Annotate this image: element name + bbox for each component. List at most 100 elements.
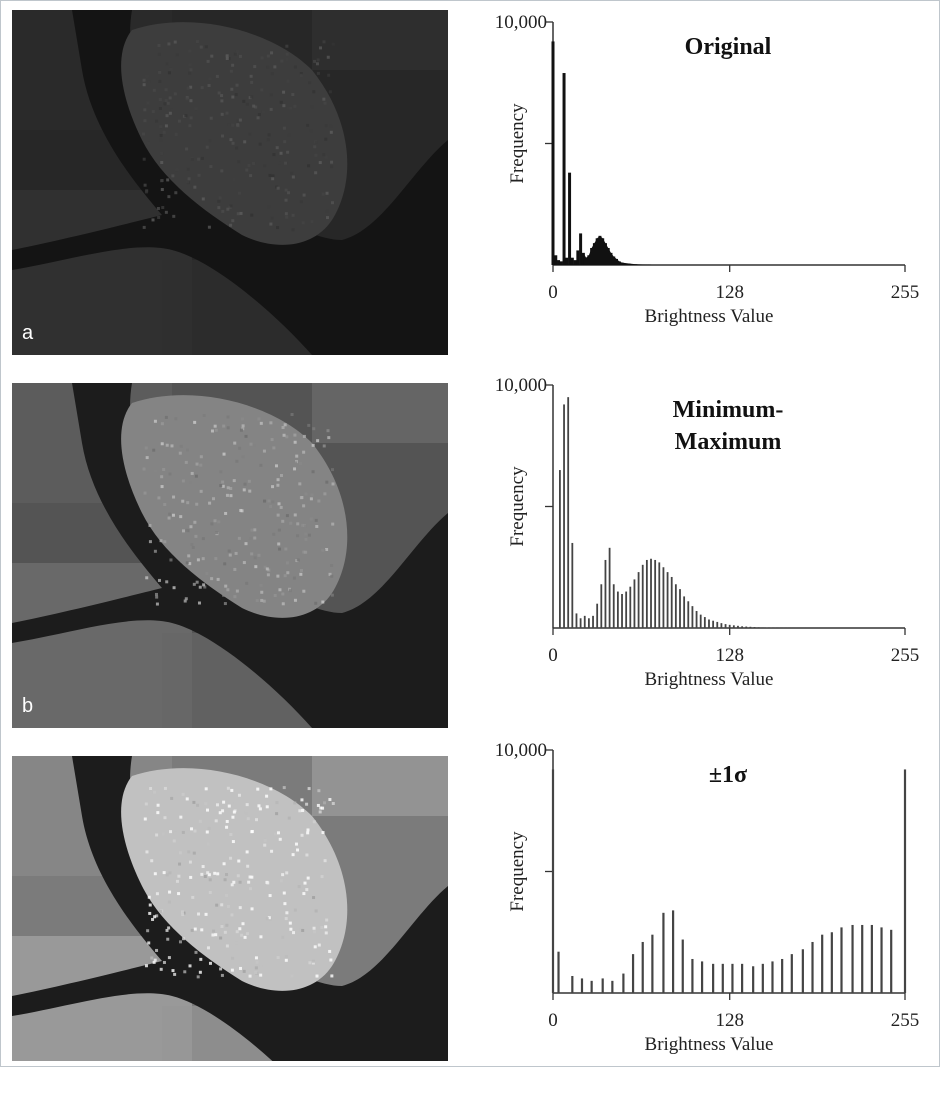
city-block: [191, 472, 194, 475]
city-block: [184, 600, 187, 603]
city-block: [263, 844, 266, 847]
city-block: [246, 932, 249, 935]
city-block: [160, 968, 163, 971]
city-block: [229, 554, 232, 557]
city-block: [146, 456, 149, 459]
city-block: [194, 107, 197, 110]
city-block: [153, 791, 156, 794]
city-block: [176, 880, 179, 883]
x-tick-label: 255: [891, 282, 920, 303]
city-block: [187, 554, 190, 557]
city-block: [286, 571, 289, 574]
city-block: [205, 913, 208, 916]
city-block: [160, 152, 163, 155]
city-block: [186, 449, 189, 452]
city-block: [330, 131, 333, 134]
city-block: [253, 537, 256, 540]
satellite-image-sigma: [12, 756, 448, 1061]
city-block: [159, 139, 162, 142]
city-block: [221, 135, 224, 138]
city-block: [203, 414, 206, 417]
panel-label: a: [22, 322, 33, 345]
panel-label: b: [22, 695, 33, 718]
city-block: [156, 811, 159, 814]
city-block: [211, 933, 214, 936]
city-block: [216, 75, 219, 78]
city-block: [332, 482, 335, 485]
city-block: [166, 178, 169, 181]
chart-title: ±1σ: [709, 762, 747, 788]
city-block: [266, 881, 269, 884]
city-block: [283, 902, 286, 905]
histogram-bar: [758, 627, 760, 628]
city-block: [148, 912, 151, 915]
city-block: [200, 928, 203, 931]
city-block: [304, 533, 307, 536]
city-block: [324, 859, 327, 862]
histogram-bar: [890, 930, 892, 993]
city-block: [225, 894, 228, 897]
city-block: [152, 218, 155, 221]
city-block: [189, 86, 192, 89]
city-block: [164, 787, 167, 790]
city-block: [274, 833, 277, 836]
city-block: [254, 556, 257, 559]
city-block: [175, 133, 178, 136]
histogram-bar: [701, 961, 703, 993]
city-block: [268, 499, 271, 502]
city-block: [142, 133, 145, 136]
city-block: [168, 513, 171, 516]
city-block: [245, 812, 248, 815]
city-block: [242, 424, 245, 427]
city-block: [195, 503, 198, 506]
city-block: [286, 514, 289, 517]
city-block: [243, 488, 246, 491]
city-block: [243, 561, 246, 564]
city-block: [209, 165, 212, 168]
city-block: [206, 146, 209, 149]
city-block: [289, 922, 292, 925]
city-block: [301, 524, 304, 527]
city-block: [294, 513, 297, 516]
city-block: [281, 592, 284, 595]
city-block: [206, 809, 209, 812]
city-block: [294, 599, 297, 602]
city-block: [266, 66, 269, 69]
city-block: [174, 41, 177, 44]
histogram-bar: [592, 616, 594, 628]
city-block: [193, 852, 196, 855]
city-block: [221, 210, 224, 213]
city-block: [280, 60, 283, 63]
city-block: [233, 811, 236, 814]
city-block: [238, 537, 241, 540]
city-block: [179, 515, 182, 518]
city-block: [282, 426, 285, 429]
histogram-bar: [596, 604, 598, 628]
city-block: [274, 594, 277, 597]
city-block: [145, 190, 148, 193]
city-block: [310, 497, 313, 500]
city-block: [165, 62, 168, 65]
land-patch: [312, 10, 448, 70]
city-block: [163, 871, 166, 874]
city-block: [306, 124, 309, 127]
city-block: [214, 425, 217, 428]
city-block: [271, 217, 274, 220]
histogram-bar: [682, 940, 684, 993]
city-block: [187, 168, 190, 171]
city-block: [277, 187, 280, 190]
city-block: [276, 484, 279, 487]
city-block: [322, 40, 325, 43]
city-block: [314, 945, 317, 948]
city-block: [271, 177, 274, 180]
city-block: [152, 449, 155, 452]
city-block: [238, 447, 241, 450]
city-block: [233, 479, 236, 482]
chart-title: Minimum-: [673, 397, 784, 423]
histogram-bar: [638, 572, 640, 628]
city-block: [182, 479, 185, 482]
histogram-bar: [667, 572, 669, 628]
city-block: [239, 119, 242, 122]
city-block: [278, 502, 281, 505]
